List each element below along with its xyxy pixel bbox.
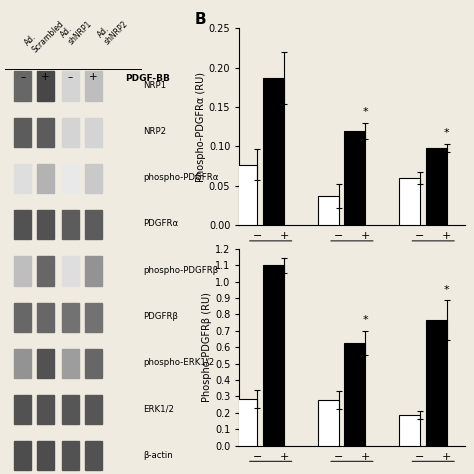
Text: β-actin: β-actin [143, 451, 173, 459]
Text: Ad.Scrambled: Ad.Scrambled [241, 256, 301, 265]
Text: +: + [89, 72, 98, 82]
Bar [85, 302, 102, 332]
Bar [345, 343, 365, 446]
Bar [85, 349, 102, 378]
Bar [62, 349, 79, 378]
Text: Ad.shNRP1: Ad.shNRP1 [328, 256, 375, 265]
Y-axis label: Phospho-PDGFRα (RU): Phospho-PDGFRα (RU) [196, 72, 206, 182]
Bar [62, 210, 79, 239]
Bar [62, 164, 79, 193]
Bar [14, 118, 31, 147]
Text: –: – [20, 72, 26, 82]
Text: –: – [68, 72, 73, 82]
Bar [85, 164, 102, 193]
Bar [37, 302, 54, 332]
Bar [85, 441, 102, 470]
Bar [237, 164, 257, 225]
Bar [14, 395, 31, 424]
Bar [263, 78, 284, 225]
Bar [37, 441, 54, 470]
Bar [14, 210, 31, 239]
Bar [62, 256, 79, 285]
Bar [62, 72, 79, 101]
Text: NRP1: NRP1 [143, 81, 166, 90]
Bar [345, 131, 365, 225]
Bar [399, 415, 420, 446]
Bar [85, 72, 102, 101]
Bar [426, 148, 447, 225]
Bar [37, 395, 54, 424]
Bar [14, 349, 31, 378]
Bar [263, 265, 284, 446]
Bar [85, 118, 102, 147]
Bar [14, 302, 31, 332]
Bar [14, 256, 31, 285]
Text: ERK1/2: ERK1/2 [143, 404, 174, 413]
Text: *: * [444, 128, 449, 138]
Bar [37, 256, 54, 285]
Bar [37, 72, 54, 101]
Bar [37, 118, 54, 147]
Bar [37, 349, 54, 378]
Text: *: * [363, 107, 368, 117]
Bar [14, 72, 31, 101]
Text: *: * [363, 315, 368, 325]
Text: phospho-PDGFRβ: phospho-PDGFRβ [143, 266, 219, 274]
Bar [237, 399, 257, 446]
Text: Ad.
shNRP1: Ad. shNRP1 [59, 12, 94, 46]
Text: +: + [41, 72, 50, 82]
Text: *: * [444, 284, 449, 294]
Bar [62, 395, 79, 424]
Text: phospho-PDGFRα: phospho-PDGFRα [143, 173, 219, 182]
Bar [14, 164, 31, 193]
Text: B: B [194, 12, 206, 27]
Bar [37, 210, 54, 239]
Bar [14, 441, 31, 470]
Bar [426, 320, 447, 446]
Text: Ad.
shNRP2: Ad. shNRP2 [96, 12, 130, 46]
Bar [62, 441, 79, 470]
Bar [318, 401, 338, 446]
Bar [85, 395, 102, 424]
Bar [37, 164, 54, 193]
Bar [318, 196, 338, 225]
Text: PDGFRβ: PDGFRβ [143, 312, 178, 321]
Text: PDGF-BB: PDGF-BB [125, 74, 170, 83]
Y-axis label: Phospho-PDGFRβ (RU): Phospho-PDGFRβ (RU) [202, 292, 212, 402]
Bar [62, 118, 79, 147]
Bar [62, 302, 79, 332]
Text: PDGFRα: PDGFRα [143, 219, 179, 228]
Bar [85, 210, 102, 239]
Text: Ad.
Scrambled: Ad. Scrambled [23, 12, 65, 55]
Text: Ad.shNRP2: Ad.shNRP2 [410, 256, 457, 265]
Bar [85, 256, 102, 285]
Text: phospho-ERK1/2: phospho-ERK1/2 [143, 358, 215, 367]
Bar [399, 178, 420, 225]
Text: NRP2: NRP2 [143, 127, 166, 136]
